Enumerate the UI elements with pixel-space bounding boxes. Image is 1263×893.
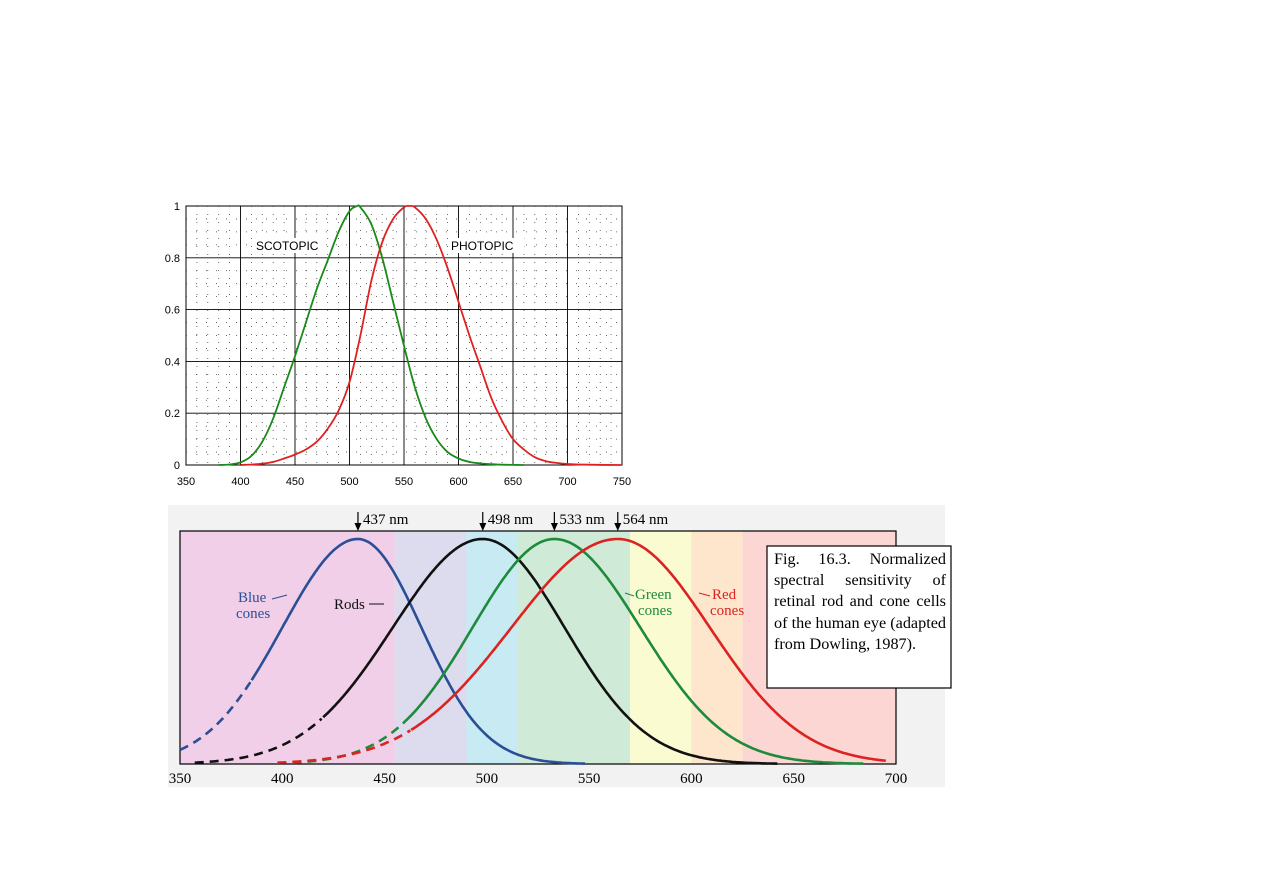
scotopic-curve — [218, 204, 524, 466]
y-tick-label: 0 — [174, 460, 180, 472]
peak-label: 533 nm — [559, 512, 605, 528]
x-tick-label: 700 — [885, 771, 908, 787]
peak-arrow-head — [614, 523, 622, 531]
x-tick-label: 350 — [169, 771, 192, 787]
y-tick-label: 0.4 — [165, 356, 180, 368]
x-tick-label: 400 — [271, 771, 294, 787]
x-tick-label: 600 — [449, 476, 467, 488]
curve-solid-segment — [322, 537, 778, 765]
curve-dashed-segment — [194, 717, 323, 764]
chart2-x-tick-labels: 350 400 450 500 550 600 650 700 — [169, 771, 908, 787]
photopic-curve — [240, 204, 623, 466]
peak-arrow-head — [354, 523, 362, 531]
caption-container: Fig. 16.3. Normalized spectral sensitivi… — [774, 550, 946, 653]
peak-label: 498 nm — [488, 512, 534, 528]
peak-label: 437 nm — [363, 512, 409, 528]
luminosity-chart: 0 0.2 0.4 0.6 0.8 1 350 400 450 500 550 600 650 700 7… — [165, 201, 631, 488]
red-cones-label-line1: Red — [712, 587, 737, 603]
photopic-label: PHOTOPIC — [451, 239, 514, 253]
red-cones-leader — [698, 592, 711, 597]
curve-solid-segment — [250, 537, 586, 765]
y-tick-label: 0.8 — [165, 253, 180, 265]
green-cones-label-line2: cones — [638, 603, 672, 619]
curve-solid-segment — [404, 537, 864, 765]
x-tick-label: 550 — [578, 771, 601, 787]
spectrum-bands — [180, 531, 896, 764]
blue-cones-leader — [271, 594, 288, 600]
y-tick-label: 0.6 — [165, 305, 180, 317]
scotopic-label: SCOTOPIC — [256, 239, 319, 253]
green-cones-leader — [624, 592, 635, 597]
blue-cones-label-line2: cones — [236, 606, 270, 622]
caption-box — [766, 545, 952, 689]
x-tick-label: 500 — [340, 476, 358, 488]
photopic-label-bg — [448, 238, 524, 253]
scotopic-label-bg — [253, 238, 325, 253]
rods-label: Rods — [334, 597, 365, 613]
spectrum-band — [466, 531, 518, 764]
cone-rod-sensitivity-chart: 350 400 450 500 550 600 650 700 437 nm 498 nm 533… — [168, 505, 952, 787]
figure-caption: Fig. 16.3. Normalized spectral sensitivi… — [774, 550, 946, 653]
x-tick-label: 650 — [504, 476, 522, 488]
x-tick-label: 650 — [782, 771, 805, 787]
x-tick-label: 750 — [613, 476, 631, 488]
peak-arrow-head — [550, 523, 558, 531]
spectrum-band — [691, 531, 743, 764]
x-tick-label: 700 — [558, 476, 576, 488]
curve-dashed-segment — [277, 729, 411, 764]
curve-dashed-segment — [179, 679, 253, 751]
blue-cones-label-line1: Blue — [238, 590, 267, 606]
spectrum-band — [180, 531, 395, 764]
x-tick-label: 450 — [286, 476, 304, 488]
x-tick-label: 550 — [395, 476, 413, 488]
chart1-x-tick-labels: 350 400 450 500 550 600 650 700 750 — [177, 476, 631, 488]
x-tick-label: 350 — [177, 476, 195, 488]
spectrum-band — [630, 531, 692, 764]
curve-solid-segment — [410, 537, 886, 762]
red-cones-label-line2: cones — [710, 603, 744, 619]
y-tick-label: 1 — [174, 201, 180, 213]
x-tick-label: 600 — [680, 771, 703, 787]
spectrum-band — [517, 531, 631, 764]
x-tick-label: 500 — [476, 771, 499, 787]
chart1-y-tick-labels: 0 0.2 0.4 0.6 0.8 1 — [165, 201, 180, 472]
peak-label: 564 nm — [623, 512, 669, 528]
x-tick-label: 400 — [231, 476, 249, 488]
y-tick-label: 0.2 — [165, 408, 180, 420]
sensitivity-curves — [179, 537, 886, 765]
peak-markers: 437 nm 498 nm 533 nm 564 nm — [354, 512, 669, 531]
green-cones-label-line1: Green — [635, 587, 672, 603]
x-tick-label: 450 — [373, 771, 396, 787]
peak-arrow-head — [479, 523, 487, 531]
